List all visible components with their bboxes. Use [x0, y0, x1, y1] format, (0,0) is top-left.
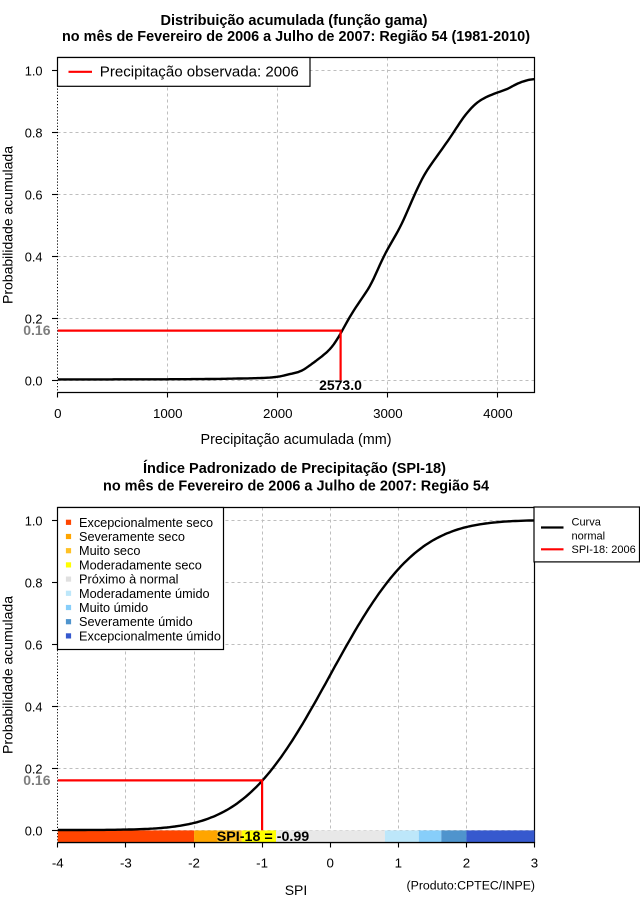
svg-text:SPI-18 = -0.99: SPI-18 = -0.99 — [217, 828, 310, 844]
svg-text:0: 0 — [326, 856, 333, 871]
svg-text:3000: 3000 — [373, 406, 403, 421]
svg-text:0.2: 0.2 — [25, 761, 43, 776]
svg-text:SPI-18: 2006: SPI-18: 2006 — [572, 544, 636, 556]
svg-text:Próximo à normal: Próximo à normal — [79, 573, 179, 587]
svg-text:1000: 1000 — [153, 406, 183, 421]
svg-text:normal: normal — [572, 531, 606, 543]
svg-text:Severamente seco: Severamente seco — [79, 530, 185, 544]
svg-text:Muito úmido: Muito úmido — [79, 601, 148, 615]
svg-text:1: 1 — [395, 856, 402, 871]
svg-text:0.16: 0.16 — [23, 772, 50, 788]
svg-text:Probabilidade acumulada: Probabilidade acumulada — [0, 146, 16, 304]
svg-text:Curva: Curva — [572, 517, 602, 529]
svg-text:4000: 4000 — [483, 406, 513, 421]
svg-text:-3: -3 — [120, 856, 132, 871]
svg-text:SPI: SPI — [285, 882, 308, 898]
svg-text:1.0: 1.0 — [25, 63, 43, 78]
svg-text:0.6: 0.6 — [25, 187, 43, 202]
svg-text:Excepcionalmente úmido: Excepcionalmente úmido — [79, 629, 221, 643]
svg-text:Precipitação acumulada (mm): Precipitação acumulada (mm) — [201, 431, 392, 448]
svg-text:0.8: 0.8 — [25, 575, 43, 590]
svg-text:Muito seco: Muito seco — [79, 544, 140, 558]
svg-text:-2: -2 — [188, 856, 200, 871]
svg-text:3: 3 — [531, 856, 538, 871]
svg-text:0.0: 0.0 — [25, 373, 43, 388]
svg-text:Moderadamente úmido: Moderadamente úmido — [79, 587, 210, 601]
svg-text:Precipitação observada: 2006: Precipitação observada: 2006 — [100, 64, 299, 81]
svg-text:0.6: 0.6 — [25, 637, 43, 652]
svg-text:0.16: 0.16 — [23, 322, 50, 338]
svg-text:1.0: 1.0 — [25, 513, 43, 528]
svg-text:(Produto:CPTEC/INPE): (Produto:CPTEC/INPE) — [407, 879, 535, 893]
svg-text:Moderadamente seco: Moderadamente seco — [79, 558, 202, 572]
svg-text:Índice Padronizado de Precipit: Índice Padronizado de Precipitação (SPI-… — [143, 460, 446, 477]
svg-text:0: 0 — [54, 406, 61, 421]
svg-text:-1: -1 — [256, 856, 268, 871]
svg-text:0.8: 0.8 — [25, 125, 43, 140]
svg-text:no mês de Fevereiro de 2006 a: no mês de Fevereiro de 2006 a Julho de 2… — [62, 28, 530, 45]
svg-text:no mês de Fevereiro de 2006 a: no mês de Fevereiro de 2006 a Julho de 2… — [103, 478, 490, 495]
svg-text:0.0: 0.0 — [25, 823, 43, 838]
svg-text:0.4: 0.4 — [25, 249, 43, 264]
svg-text:2573.0: 2573.0 — [319, 377, 362, 393]
svg-text:Severamente úmido: Severamente úmido — [79, 615, 193, 629]
svg-text:0.2: 0.2 — [25, 311, 43, 326]
svg-text:Excepcionalmente seco: Excepcionalmente seco — [79, 516, 213, 530]
svg-text:0.4: 0.4 — [25, 699, 43, 714]
svg-text:Probabilidade acumulada: Probabilidade acumulada — [0, 596, 16, 754]
svg-text:2000: 2000 — [263, 406, 293, 421]
svg-text:-4: -4 — [52, 856, 64, 871]
svg-text:2: 2 — [463, 856, 470, 871]
svg-text:Distribuição acumulada (função: Distribuição acumulada (função gama) — [161, 12, 428, 29]
